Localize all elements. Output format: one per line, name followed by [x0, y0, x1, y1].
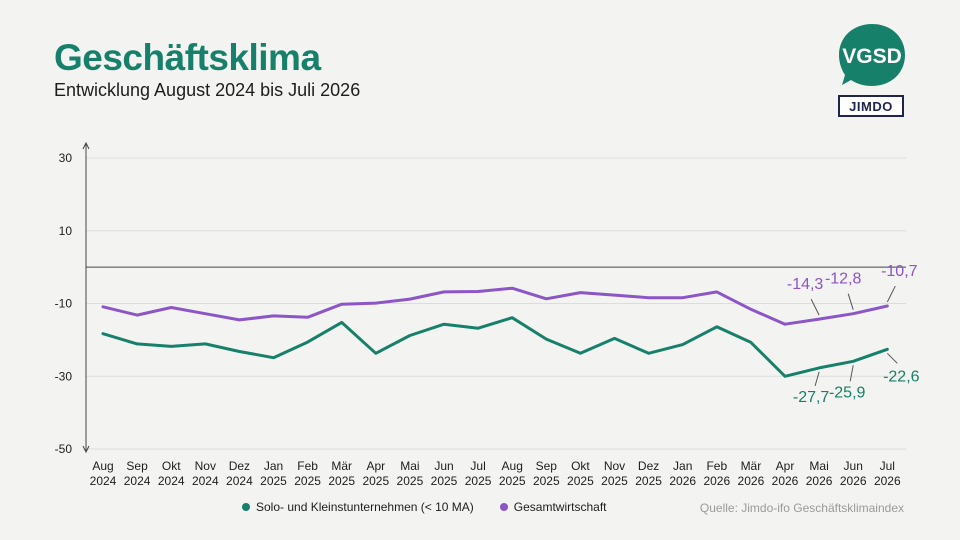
- series-line-gesamt: [101, 286, 889, 326]
- grid-layer: [86, 157, 906, 450]
- vgsd-logo: VGSD: [839, 24, 905, 86]
- vgsd-logo-text: VGSD: [842, 45, 902, 68]
- y-axis-arrow-top: [82, 141, 90, 150]
- x-tick-label-month: Feb: [297, 459, 318, 473]
- x-tick-label-year: 2024: [226, 474, 253, 488]
- data-label: -12,8: [825, 271, 862, 288]
- x-tick-label-month: Sep: [536, 459, 558, 473]
- legend: Solo- und Kleinstunternehmen (< 10 MA) G…: [242, 500, 607, 514]
- x-tick-label-year: 2026: [772, 474, 799, 488]
- series-layer: [101, 286, 889, 378]
- y-tick-label: 10: [59, 224, 73, 238]
- x-tick-label-month: Apr: [366, 459, 385, 473]
- x-tick-label-year: 2025: [397, 474, 424, 488]
- annotation-leader: [886, 285, 896, 303]
- annotation-leader: [847, 293, 854, 310]
- chart-title: Geschäftsklima: [54, 37, 321, 78]
- annotation-leader: [849, 365, 854, 382]
- data-label: -27,7: [793, 389, 830, 406]
- axis-layer: 3010-10-30-50Aug2024Sep2024Okt2024Nov202…: [55, 141, 906, 488]
- x-tick-label-month: Mär: [331, 459, 352, 473]
- x-tick-label-year: 2025: [431, 474, 458, 488]
- x-tick-label-year: 2025: [499, 474, 526, 488]
- legend-label-solo: Solo- und Kleinstunternehmen (< 10 MA): [256, 500, 474, 514]
- annotation-leader: [810, 298, 820, 316]
- x-tick-label-year: 2025: [465, 474, 492, 488]
- chart-subtitle: Entwicklung August 2024 bis Juli 2026: [54, 80, 361, 100]
- x-tick-label-month: Mai: [809, 459, 828, 473]
- x-tick-label-year: 2025: [533, 474, 560, 488]
- x-tick-label-year: 2025: [601, 474, 628, 488]
- data-label: -14,3: [787, 276, 824, 293]
- x-tick-label-year: 2026: [669, 474, 696, 488]
- y-tick-label: -10: [55, 297, 73, 311]
- legend-dot-gesamt: [499, 503, 508, 511]
- annotation-leader: [814, 371, 820, 387]
- x-tick-label-year: 2025: [362, 474, 389, 488]
- x-tick-label-month: Mär: [741, 459, 762, 473]
- y-tick-label: 30: [59, 151, 73, 165]
- x-tick-label-month: Aug: [502, 459, 523, 473]
- data-label: -10,7: [881, 263, 918, 280]
- source-note: Quelle: Jimdo-ifo Geschäftsklimaindex: [699, 501, 904, 515]
- x-tick-label-month: Mai: [400, 459, 419, 473]
- x-tick-label-month: Nov: [604, 459, 625, 473]
- x-tick-label-year: 2025: [294, 474, 321, 488]
- x-tick-label-year: 2024: [192, 474, 219, 488]
- legend-item-solo: Solo- und Kleinstunternehmen (< 10 MA): [242, 500, 474, 514]
- x-tick-label-year: 2026: [738, 474, 765, 488]
- x-tick-label-year: 2025: [260, 474, 287, 488]
- y-axis-arrow-bottom: [82, 445, 90, 454]
- x-tick-label-month: Jan: [673, 459, 692, 473]
- x-tick-label-year: 2026: [703, 474, 730, 488]
- x-tick-label-month: Okt: [162, 459, 181, 473]
- x-tick-label-year: 2026: [840, 474, 867, 488]
- x-tick-label-year: 2024: [158, 474, 185, 488]
- data-label: -22,6: [883, 368, 920, 385]
- x-tick-label-month: Jan: [264, 459, 283, 473]
- x-tick-label-month: Feb: [706, 459, 727, 473]
- x-tick-label-month: Okt: [571, 459, 590, 473]
- y-tick-label: -50: [55, 442, 73, 456]
- x-tick-label-year: 2025: [328, 474, 355, 488]
- x-tick-label-month: Dez: [229, 459, 250, 473]
- x-tick-label-year: 2025: [635, 474, 662, 488]
- x-tick-label-year: 2026: [806, 474, 833, 488]
- legend-item-gesamt: Gesamtwirtschaft: [499, 500, 607, 514]
- x-tick-label-year: 2025: [567, 474, 594, 488]
- x-tick-label-month: Jun: [844, 459, 863, 473]
- series-line-solo: [101, 316, 889, 378]
- annotation-leader: [886, 352, 898, 364]
- y-tick-label: -30: [55, 369, 73, 383]
- jimdo-logo: JIMDO: [838, 95, 904, 117]
- x-tick-label-month: Aug: [92, 459, 113, 473]
- x-tick-label-month: Nov: [195, 459, 216, 473]
- label-layer: -27,7 -25,9 -22,6 -14,3 -12,8 -10,7: [787, 263, 920, 406]
- data-label: -25,9: [829, 384, 866, 401]
- x-tick-label-year: 2024: [124, 474, 151, 488]
- x-tick-label-year: 2026: [874, 474, 901, 488]
- legend-label-gesamt: Gesamtwirtschaft: [513, 500, 607, 514]
- x-tick-label-month: Jun: [434, 459, 453, 473]
- x-tick-label-month: Sep: [126, 459, 148, 473]
- legend-dot-solo: [242, 503, 250, 511]
- x-tick-label-month: Jul: [470, 459, 485, 473]
- x-tick-label-year: 2024: [90, 474, 117, 488]
- x-tick-label-month: Apr: [776, 459, 795, 473]
- x-tick-label-month: Dez: [638, 459, 659, 473]
- x-tick-label-month: Jul: [880, 459, 895, 473]
